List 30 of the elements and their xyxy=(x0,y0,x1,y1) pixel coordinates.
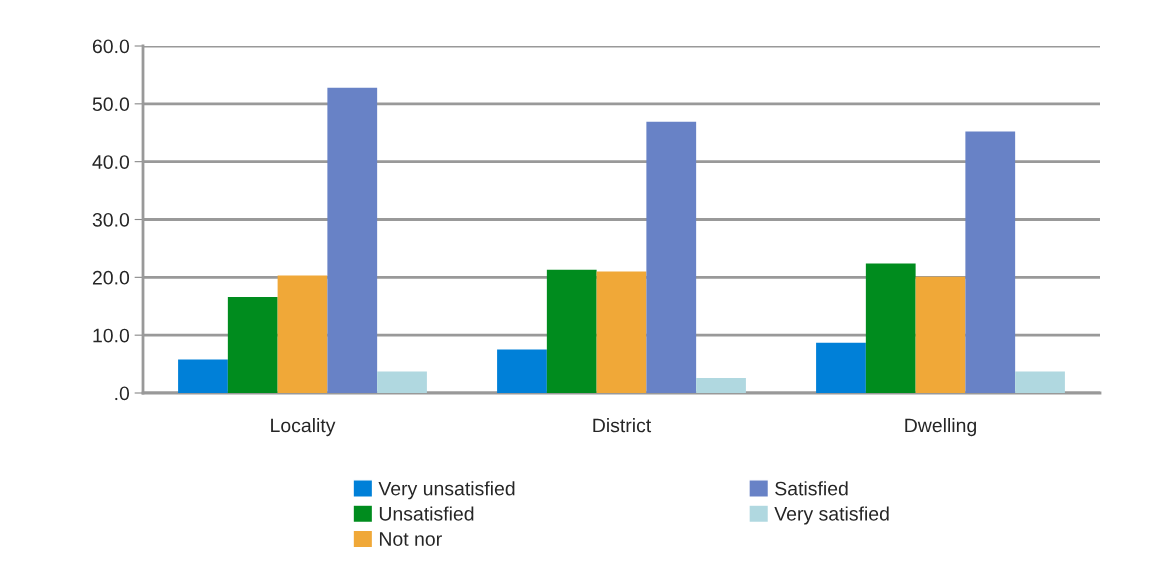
y-tick-label: 40.0 xyxy=(92,155,130,169)
legend-label: Very satisfied xyxy=(774,506,889,525)
legend-label: Very unsatisfied xyxy=(378,481,515,500)
x-tick-label: District xyxy=(593,418,652,433)
legend-label: Not nor xyxy=(379,532,442,546)
bar xyxy=(965,131,1016,393)
bar xyxy=(915,276,966,393)
x-tick-label: Locality xyxy=(271,418,336,437)
legend-label: Unsatisfied xyxy=(379,506,474,521)
x-tick-label: Dwelling xyxy=(905,418,976,437)
y-tick-label: 60.0 xyxy=(92,39,130,54)
y-tick-label: .0 xyxy=(115,386,130,401)
bar xyxy=(327,87,378,393)
bar xyxy=(596,271,647,393)
y-tick-label: 30.0 xyxy=(92,212,130,227)
y-tick-label: 50.0 xyxy=(92,97,130,112)
bar xyxy=(696,377,746,393)
y-tick-label: 10.0 xyxy=(93,328,130,343)
bar xyxy=(816,342,866,393)
bar xyxy=(865,263,916,393)
bar xyxy=(546,269,597,393)
bar xyxy=(1015,371,1065,393)
bar xyxy=(277,275,328,393)
y-tick-label: 20.0 xyxy=(92,270,130,285)
bar xyxy=(227,297,278,393)
bar xyxy=(497,349,547,393)
bar xyxy=(646,121,697,393)
bar xyxy=(178,359,228,393)
legend-label: Satisfied xyxy=(775,481,848,496)
bar xyxy=(377,371,427,393)
